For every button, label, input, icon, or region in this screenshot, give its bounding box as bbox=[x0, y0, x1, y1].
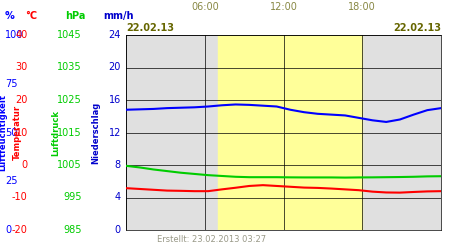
Text: 1035: 1035 bbox=[57, 62, 82, 72]
Text: -20: -20 bbox=[12, 225, 28, 235]
Text: Luftdruck: Luftdruck bbox=[51, 110, 60, 156]
Text: 22.02.13: 22.02.13 bbox=[126, 23, 174, 33]
Text: 25: 25 bbox=[5, 176, 18, 186]
Text: °C: °C bbox=[25, 11, 37, 21]
Text: 8: 8 bbox=[115, 160, 121, 170]
Text: 50: 50 bbox=[5, 128, 18, 138]
Text: 10: 10 bbox=[15, 128, 28, 138]
Text: 0: 0 bbox=[115, 225, 121, 235]
Text: 4: 4 bbox=[115, 192, 121, 202]
Text: 12: 12 bbox=[108, 128, 121, 138]
Text: 30: 30 bbox=[15, 62, 28, 72]
Text: 995: 995 bbox=[63, 192, 82, 202]
Text: 0: 0 bbox=[22, 160, 28, 170]
Text: 1025: 1025 bbox=[57, 95, 82, 105]
Text: -10: -10 bbox=[12, 192, 28, 202]
Text: 75: 75 bbox=[5, 79, 18, 89]
Text: Temperatur: Temperatur bbox=[13, 105, 22, 160]
Text: %: % bbox=[5, 11, 15, 21]
Text: mm/h: mm/h bbox=[104, 11, 134, 21]
Text: 18:00: 18:00 bbox=[348, 2, 376, 12]
Text: 20: 20 bbox=[108, 62, 121, 72]
Text: 1005: 1005 bbox=[57, 160, 82, 170]
Text: Luftfeuchtigkeit: Luftfeuchtigkeit bbox=[0, 94, 8, 171]
Text: hPa: hPa bbox=[66, 11, 86, 21]
Text: 40: 40 bbox=[15, 30, 28, 40]
Text: 06:00: 06:00 bbox=[191, 2, 219, 12]
Text: 20: 20 bbox=[15, 95, 28, 105]
Bar bbox=[218, 35, 362, 230]
Text: 12:00: 12:00 bbox=[270, 2, 297, 12]
Text: 16: 16 bbox=[109, 95, 121, 105]
Text: 100: 100 bbox=[5, 30, 23, 40]
Text: Erstellt: 23.02.2013 03:27: Erstellt: 23.02.2013 03:27 bbox=[157, 236, 266, 244]
Text: 1015: 1015 bbox=[57, 128, 82, 138]
Text: Niederschlag: Niederschlag bbox=[91, 102, 100, 164]
Text: 24: 24 bbox=[108, 30, 121, 40]
Text: 0: 0 bbox=[5, 225, 11, 235]
Text: 1045: 1045 bbox=[57, 30, 82, 40]
Text: 985: 985 bbox=[63, 225, 82, 235]
Text: 22.02.13: 22.02.13 bbox=[393, 23, 441, 33]
